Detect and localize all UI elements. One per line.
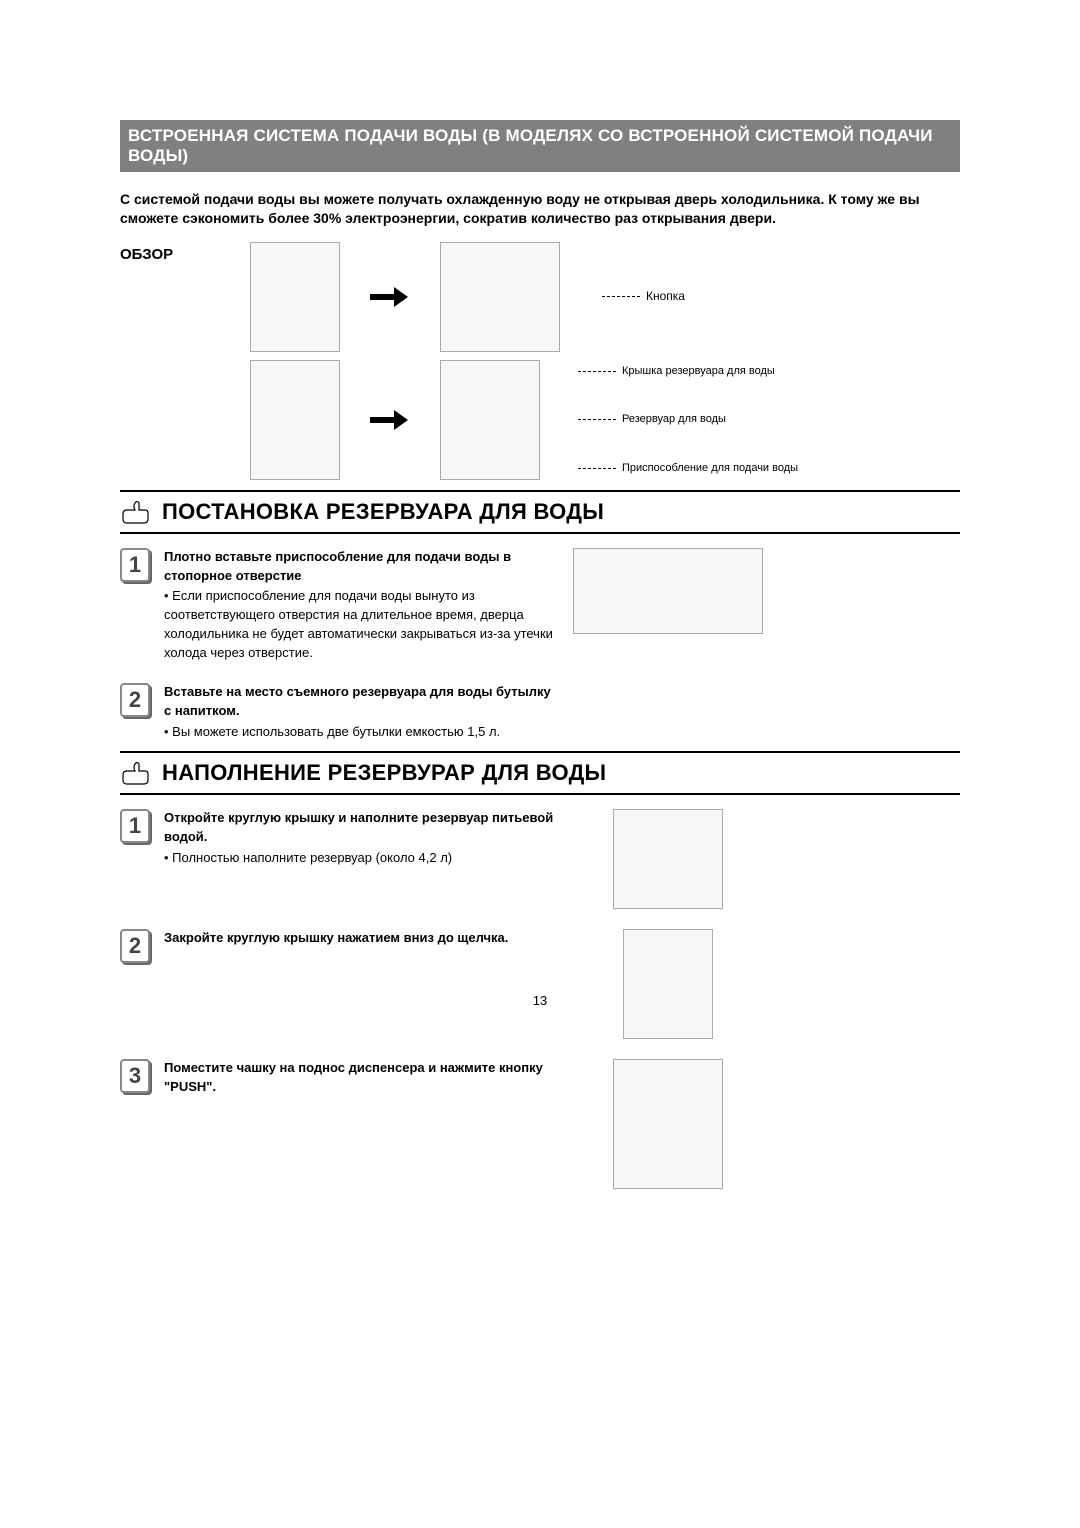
figure-fridge-interior	[250, 360, 340, 480]
figure-fill-step3	[613, 1059, 723, 1189]
intro-text: С системой подачи воды вы можете получат…	[120, 190, 960, 228]
step-text: Откройте круглую крышку и наполните резе…	[164, 809, 554, 909]
page-title-bar: ВСТРОЕННАЯ СИСТЕМА ПОДАЧИ ВОДЫ (В МОДЕЛЯ…	[120, 120, 960, 172]
step-bold: Плотно вставьте приспособление для подач…	[164, 549, 511, 583]
step-number: 2	[120, 929, 150, 963]
step-bold: Вставьте на место съемного резервуара дл…	[164, 684, 551, 718]
pointing-hand-icon	[120, 759, 152, 787]
step-text: Поместите чашку на поднос диспенсера и н…	[164, 1059, 554, 1189]
figure-fill-step1	[613, 809, 723, 909]
install-steps: 1 Плотно вставьте приспособление для под…	[120, 548, 960, 742]
step-bold: Откройте круглую крышку и наполните резе…	[164, 810, 553, 844]
leader-line	[578, 468, 616, 469]
page-number: 13	[533, 993, 547, 1008]
step-number: 1	[120, 548, 150, 582]
step-bold: Поместите чашку на поднос диспенсера и н…	[164, 1060, 543, 1094]
step-bullet: Вы можете использовать две бутылки емкос…	[164, 723, 554, 742]
overview-section: ОБЗОР Кнопка	[120, 242, 960, 480]
leader-line	[578, 371, 616, 372]
section-header-fill: НАПОЛНЕНИЕ РЕЗЕРВУРАР ДЛЯ ВОДЫ	[120, 751, 960, 795]
callout-tank: Резервуар для воды	[622, 412, 726, 427]
figure-fridge-exterior	[250, 242, 340, 352]
leader-line	[602, 296, 640, 297]
overview-label: ОБЗОР	[120, 242, 190, 263]
callout-lid: Крышка резервуара для воды	[622, 364, 775, 379]
figure-water-tank	[440, 360, 540, 480]
step-bullet: Полностью наполните резервуар (около 4,2…	[164, 849, 554, 868]
callout-button: Кнопка	[646, 289, 685, 305]
step-bold: Закройте круглую крышку нажатием вниз до…	[164, 930, 508, 945]
step-number: 1	[120, 809, 150, 843]
step-text: Закройте круглую крышку нажатием вниз до…	[164, 929, 554, 1039]
arrow-icon	[370, 410, 410, 430]
section-header-install: ПОСТАНОВКА РЕЗЕРВУАРА ДЛЯ ВОДЫ	[120, 490, 960, 534]
figure-dispenser-closeup	[440, 242, 560, 352]
arrow-icon	[370, 287, 410, 307]
step-text: Плотно вставьте приспособление для подач…	[164, 548, 554, 663]
figure-fill-step2	[623, 929, 713, 1039]
section-title-install: ПОСТАНОВКА РЕЗЕРВУАРА ДЛЯ ВОДЫ	[162, 499, 604, 525]
step-text: Вставьте на место съемного резервуара дл…	[164, 683, 554, 742]
step-number: 2	[120, 683, 150, 717]
figure-install-step1	[573, 548, 763, 634]
step-bullet: Если приспособление для подачи воды выну…	[164, 587, 554, 662]
section-title-fill: НАПОЛНЕНИЕ РЕЗЕРВУРАР ДЛЯ ВОДЫ	[162, 760, 606, 786]
step-number: 3	[120, 1059, 150, 1093]
callout-feeder: Приспособление для подачи воды	[622, 461, 798, 476]
leader-line	[578, 419, 616, 420]
pointing-hand-icon	[120, 498, 152, 526]
